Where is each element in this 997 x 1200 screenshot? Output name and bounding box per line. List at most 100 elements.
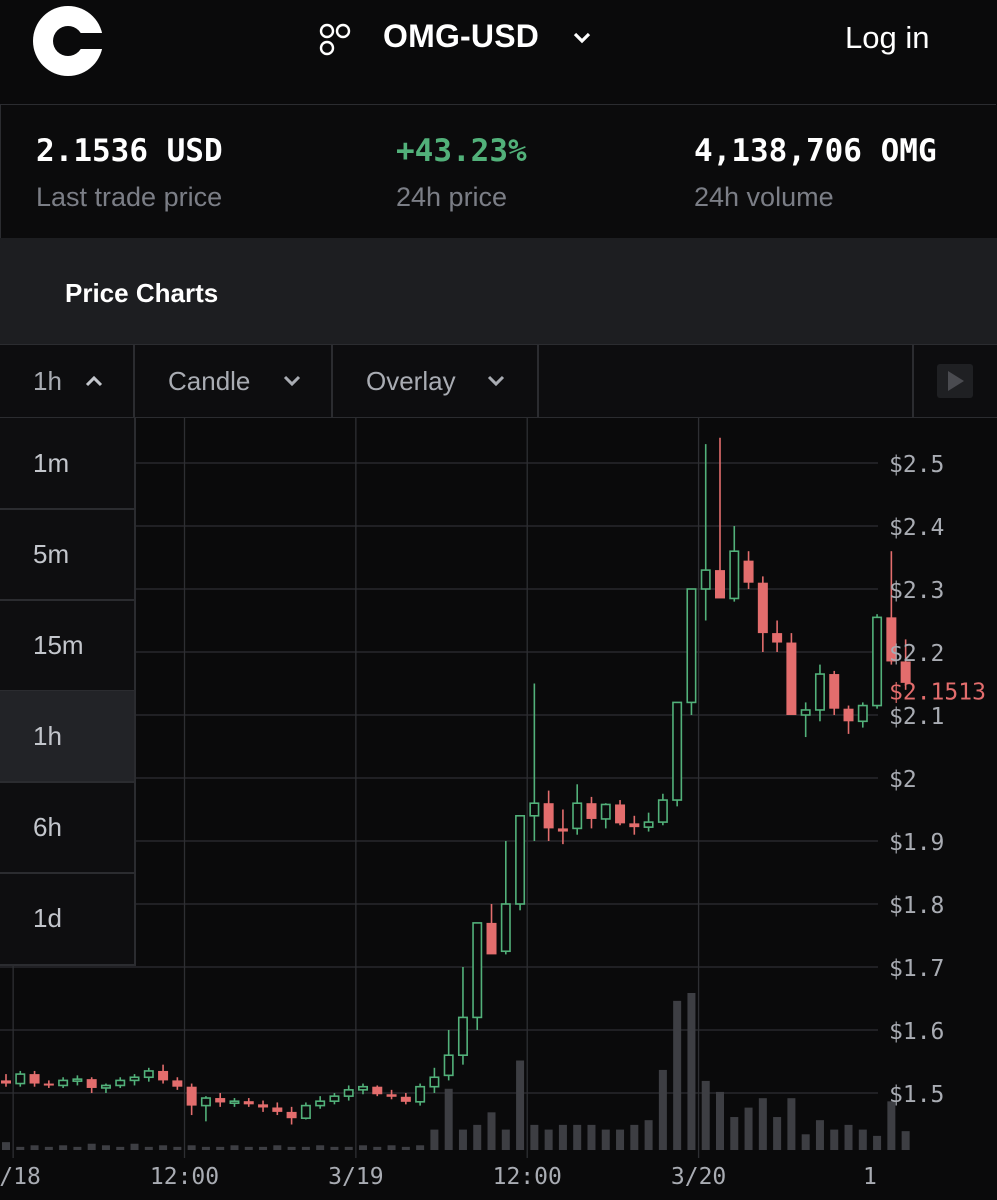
candle-body	[557, 828, 568, 832]
volume-bar	[259, 1146, 268, 1150]
volume-bar	[359, 1145, 367, 1150]
x-tick-label: 12:00	[493, 1164, 562, 1190]
volume-bar	[373, 1146, 382, 1150]
volume-bar	[330, 1146, 339, 1150]
price-chart[interactable]: $2.5 $2.4 $2.3 $2.2 $2.1 $2 $1.9 $1.8 $1.7 $1.6 $1…	[0, 418, 997, 1200]
y-tick-label: $1.5	[889, 1082, 944, 1108]
interval-select[interactable]: 1h	[0, 345, 135, 417]
volume-bar	[273, 1145, 282, 1150]
y-tick-label: $2.5	[889, 452, 944, 478]
volume-bar	[887, 1101, 896, 1150]
volume-bar	[787, 1098, 796, 1150]
chevron-up-icon	[85, 375, 103, 387]
current-price-label: $2.1513	[889, 680, 986, 706]
candle-body	[58, 1079, 69, 1087]
y-tick-label: $1.9	[889, 830, 944, 856]
last-trade-price-label: Last trade price	[36, 182, 223, 212]
volume-bar	[16, 1146, 25, 1150]
volume-bar	[287, 1146, 296, 1150]
candle-body	[215, 1098, 226, 1103]
omisego-icon	[319, 23, 351, 56]
volume-bar	[830, 1129, 839, 1150]
volume-bar	[716, 1091, 724, 1150]
volume-bar	[901, 1131, 910, 1150]
candle-body	[29, 1074, 40, 1084]
chevron-down-icon[interactable]	[570, 28, 594, 48]
volume-bar	[701, 1080, 710, 1150]
chart-type-select[interactable]: Candle	[135, 345, 333, 417]
candle-body	[100, 1084, 111, 1089]
candle-body	[343, 1089, 354, 1097]
interval-option-1h[interactable]: 1h	[0, 691, 134, 783]
candle-body	[258, 1104, 269, 1108]
volume-bar	[616, 1129, 625, 1150]
candlestick-chart[interactable]: $2.5 $2.4 $2.3 $2.2 $2.1 $2 $1.9 $1.8 $1.7 $1.6 $1…	[0, 418, 997, 1200]
volume-bar	[87, 1143, 96, 1150]
volume-bar	[644, 1120, 653, 1150]
price-change-value: +43.23%	[396, 133, 527, 169]
coinbase-logo-icon[interactable]	[33, 6, 103, 76]
candle-body	[457, 1016, 468, 1057]
volume-bar	[73, 1146, 82, 1150]
volume-bar	[658, 1069, 667, 1150]
volume-bar	[230, 1145, 239, 1150]
volume-bar	[687, 993, 696, 1150]
candle-body	[72, 1078, 83, 1082]
candle-body	[743, 560, 754, 583]
volume-bar	[458, 1129, 467, 1150]
ticker-stats: 2.1536 USD Last trade price +43.23% 24h …	[0, 104, 996, 239]
candle-body	[886, 617, 897, 662]
candle-body	[443, 1054, 454, 1077]
y-tick-label: $2.1	[889, 704, 944, 730]
candle-body	[757, 582, 768, 634]
interval-option-1d[interactable]: 1d	[33, 903, 62, 933]
volume-bar	[116, 1146, 125, 1150]
interval-dropdown: 1m 5m 15m 1h 6h 1d	[0, 418, 136, 966]
interval-option-1m[interactable]: 1m	[0, 418, 134, 510]
price-change-label: 24h price	[396, 182, 508, 212]
volume-bar	[316, 1145, 325, 1150]
volume-bar	[844, 1124, 853, 1150]
volume-bar	[30, 1145, 39, 1150]
pair-selector-label[interactable]: OMG-USD	[383, 18, 540, 54]
candle-body	[515, 814, 526, 905]
candle-body	[129, 1076, 140, 1082]
candle-body	[615, 804, 626, 824]
candle-body	[486, 922, 497, 955]
candle-body	[814, 673, 825, 711]
volume-bar	[501, 1129, 510, 1150]
interval-option-15m[interactable]: 15m	[0, 600, 134, 692]
x-tick-label: 3/18	[0, 1164, 41, 1190]
candle-body	[529, 802, 540, 817]
login-link[interactable]: Log in	[845, 20, 930, 55]
play-cell	[912, 345, 997, 417]
candle-body	[158, 1070, 169, 1081]
interval-option-6h[interactable]: 6h	[0, 782, 134, 874]
volume-bar	[473, 1124, 482, 1150]
volume-bar	[673, 1000, 682, 1150]
volume-bar	[744, 1107, 753, 1150]
candle-body	[286, 1111, 297, 1119]
candle-body	[172, 1080, 183, 1087]
candle-body	[543, 803, 554, 829]
candle-body	[643, 821, 654, 828]
candle-body	[772, 633, 783, 643]
volume-bar	[601, 1129, 610, 1150]
candle-body	[600, 803, 611, 820]
interval-option-5m[interactable]: 5m	[0, 509, 134, 601]
x-tick-label: 3/20	[671, 1164, 726, 1190]
top-bar: OMG-USD Log in	[0, 0, 997, 104]
play-button[interactable]	[937, 364, 973, 398]
volume-bar	[187, 1145, 196, 1150]
volume-bar	[2, 1142, 10, 1150]
overlay-select[interactable]: Overlay	[333, 345, 539, 417]
volume-bar	[201, 1146, 210, 1150]
candle-body	[429, 1076, 440, 1088]
candle-body	[372, 1086, 383, 1095]
candle-body	[700, 569, 711, 590]
candle-body	[472, 922, 483, 1019]
candle-body	[143, 1070, 154, 1079]
volume-bar	[144, 1146, 153, 1150]
candle-body	[1, 1080, 11, 1084]
candle-body	[243, 1101, 254, 1105]
